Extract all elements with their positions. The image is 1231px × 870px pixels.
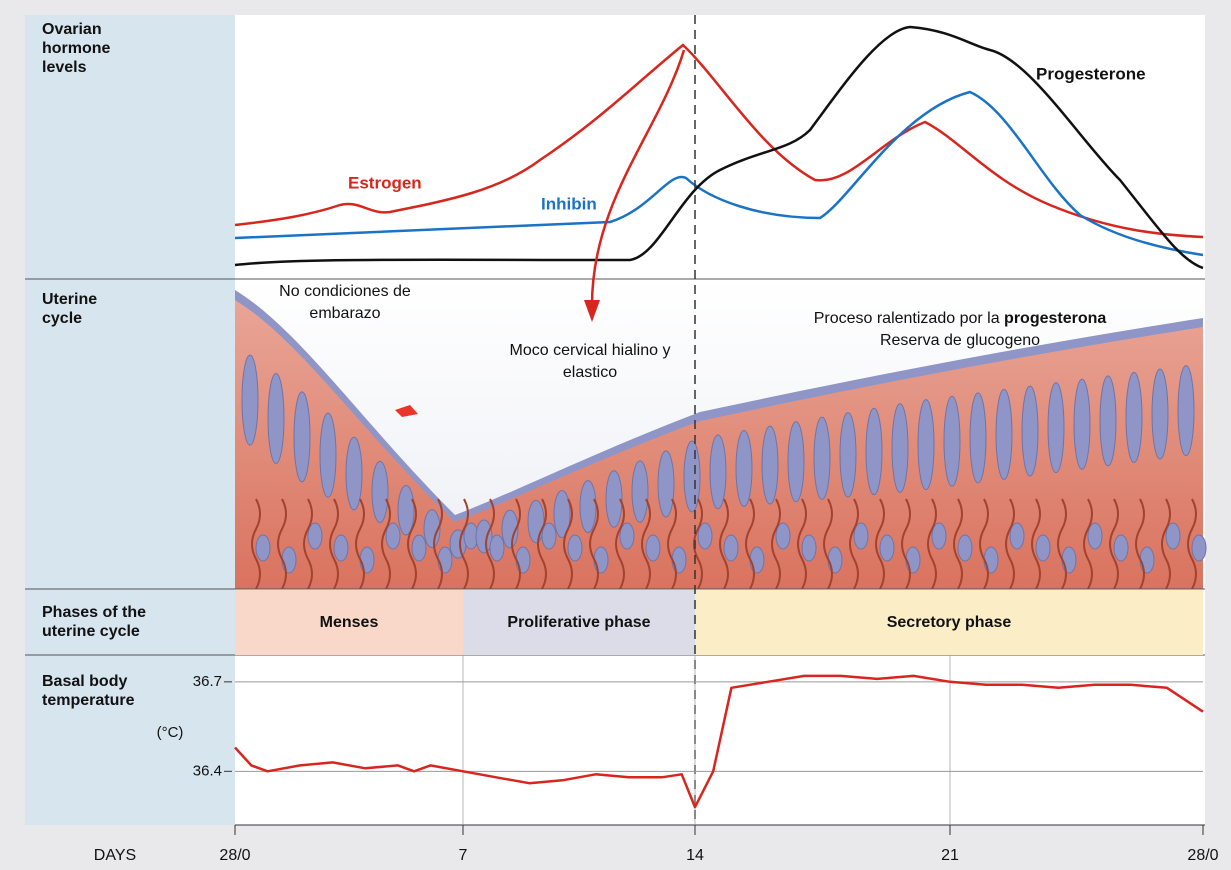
gland <box>802 535 816 561</box>
row-label: Ovarian hormone levels <box>42 20 142 77</box>
gland <box>360 547 374 573</box>
annotation: Moco cervical hialino y elastico <box>505 340 675 384</box>
gland <box>984 547 998 573</box>
gland <box>372 461 388 522</box>
gland <box>880 535 894 561</box>
gland <box>918 400 934 490</box>
gland <box>334 535 348 561</box>
gland <box>750 547 764 573</box>
gland <box>762 426 778 504</box>
gland <box>1036 535 1050 561</box>
x-tick-label: 21 <box>941 847 959 864</box>
gland <box>268 373 284 463</box>
row-label: Phases of the uterine cycle <box>42 603 202 641</box>
gland <box>658 451 674 517</box>
gland <box>1022 386 1038 476</box>
gland <box>516 547 530 573</box>
gland <box>672 547 686 573</box>
unit-label: (°C) <box>150 722 190 744</box>
gland <box>1192 535 1206 561</box>
gland <box>256 535 270 561</box>
x-tick-label: 7 <box>459 847 468 864</box>
gland <box>282 547 296 573</box>
gland <box>944 396 960 486</box>
gland <box>568 535 582 561</box>
gland <box>828 547 842 573</box>
gland <box>1048 383 1064 473</box>
gland <box>1114 535 1128 561</box>
phase-label: Menses <box>235 590 463 655</box>
gland <box>1126 372 1142 462</box>
gland <box>1152 369 1168 459</box>
row-label: Basal body temperature <box>42 672 152 710</box>
annotation: Proceso ralentizado por la <box>814 310 1000 327</box>
y-tick-label: 36.4 <box>193 762 222 779</box>
gland <box>1100 376 1116 466</box>
x-tick-label: 28/0 <box>219 847 250 864</box>
y-tick-label: 36.7 <box>193 673 222 690</box>
gland <box>346 437 362 510</box>
gland <box>580 481 596 533</box>
gland <box>646 535 660 561</box>
page: Estrogen Inhibin Progesterone DAYS 36.4 3… <box>0 0 1231 870</box>
phase-label: Secretory phase <box>695 590 1203 655</box>
gland <box>710 435 726 509</box>
inhibin-label: Inhibin <box>541 194 597 213</box>
gland <box>866 408 882 494</box>
gland <box>906 547 920 573</box>
gland <box>606 471 622 528</box>
gland <box>724 535 738 561</box>
x-tick-label: 14 <box>686 847 704 864</box>
gland <box>438 547 452 573</box>
gland <box>970 393 986 483</box>
gland <box>788 422 804 502</box>
gland <box>684 441 700 512</box>
progesterone-label: Progesterone <box>1036 64 1146 83</box>
gland <box>1140 547 1154 573</box>
gland <box>412 535 426 561</box>
annotation: No condiciones de embarazo <box>250 281 440 325</box>
gland <box>320 413 336 497</box>
gland <box>594 547 608 573</box>
x-axis-label: DAYS <box>94 847 136 864</box>
gland <box>892 404 908 493</box>
gland <box>490 535 504 561</box>
gland <box>242 355 258 445</box>
row-label: Uterine cycle <box>42 290 122 328</box>
annotation: Reserva de glucogeno <box>810 330 1110 352</box>
gland <box>1178 366 1194 456</box>
gland <box>736 431 752 507</box>
x-tick-label: 28/0 <box>1187 847 1218 864</box>
annotation: Proceso ralentizado por la progesterona <box>760 308 1160 330</box>
estrogen-label: Estrogen <box>348 173 422 192</box>
gland <box>294 392 310 482</box>
gland <box>958 535 972 561</box>
gland <box>1062 547 1076 573</box>
gland <box>996 389 1012 479</box>
gland <box>814 417 830 499</box>
gland <box>632 461 648 522</box>
gland <box>1074 379 1090 469</box>
gland <box>840 413 856 497</box>
phase-label: Proliferative phase <box>463 590 695 655</box>
annotation-bold: progesterona <box>1004 310 1106 327</box>
